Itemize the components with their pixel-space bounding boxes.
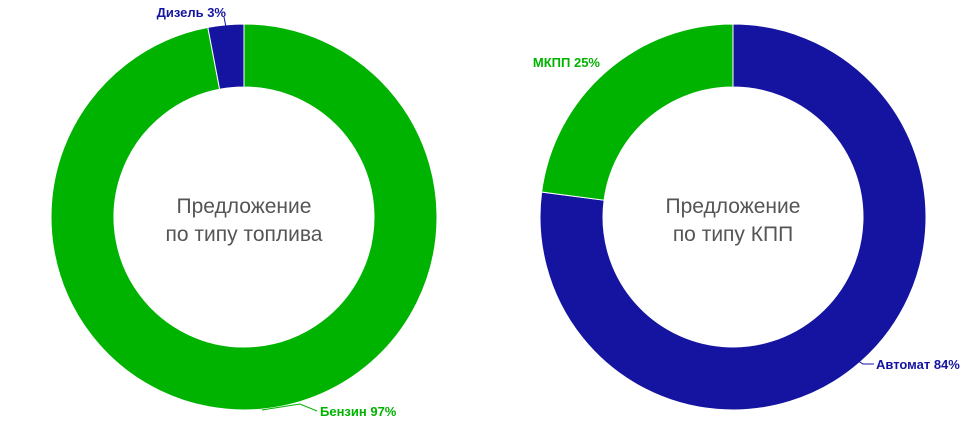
slice-label-leader-0-0	[261, 403, 318, 412]
transmission-type-donut-svg: Автомат 84% МКПП 25%	[533, 23, 960, 411]
transmission-chart-center-title: Предложение по типу КПП	[633, 193, 833, 249]
fuel-chart-title-line2: по типу топлива	[165, 223, 323, 246]
transmission-chart-title-line2: по типу КПП	[672, 223, 794, 246]
fuel-type-donut-svg: Бензин 97% Дизель 3%	[50, 5, 438, 419]
fuel-type-donut-chart: Бензин 97% Дизель 3% Предложение по типу …	[50, 5, 438, 419]
slice-label-leader-1-0	[851, 356, 874, 365]
transmission-type-donut-chart: Автомат 84% МКПП 25% Предложение по типу …	[490, 0, 980, 429]
slice-label-0-1: Дизель 3%	[157, 5, 227, 20]
slice-label-0-0: Бензин 97%	[320, 404, 397, 419]
transmission-chart-title-line1: Предложение	[665, 195, 801, 218]
donut-slice-1-0	[539, 23, 927, 411]
donut-slice-0-1	[207, 23, 245, 90]
slice-label-1-0: Автомат 84%	[876, 357, 960, 372]
donut-slice-0-0	[50, 23, 438, 411]
slice-label-leader-0-1	[223, 16, 227, 28]
fuel-chart-title-line1: Предложение	[176, 195, 312, 218]
slice-label-1-1: МКПП 25%	[533, 55, 601, 70]
donut-slice-1-1	[541, 23, 734, 201]
fuel-chart-center-title: Предложение по типу топлива	[144, 193, 344, 249]
